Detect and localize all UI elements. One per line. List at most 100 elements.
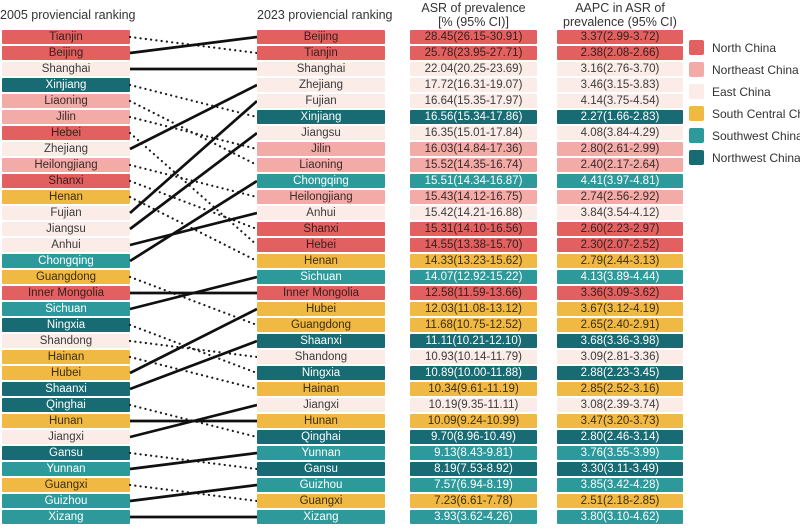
aapc-value-sichuan: 4.13(3.89-4.44) xyxy=(557,270,683,284)
bar-2023-ningxia: Ningxia xyxy=(257,366,385,380)
asr-value-hunan: 10.09(9.24-10.99) xyxy=(410,414,537,428)
asr-value-anhui: 15.42(14.21-16.88) xyxy=(410,206,537,220)
bar-2023-guangdong: Guangdong xyxy=(257,318,385,332)
aapc-value-shanghai: 3.16(2.76-3.70) xyxy=(557,62,683,76)
asr-value-guangdong: 11.68(10.75-12.52) xyxy=(410,318,537,332)
bar-2023-hebei: Hebei xyxy=(257,238,385,252)
bar-2005-henan: Henan xyxy=(2,190,130,204)
bar-2023-shandong: Shandong xyxy=(257,350,385,364)
bar-2005-qinghai: Qinghai xyxy=(2,398,130,412)
connector-heilongjiang xyxy=(128,163,259,199)
bar-2023-henan: Henan xyxy=(257,254,385,268)
aapc-value-guangdong: 2.65(2.40-2.91) xyxy=(557,318,683,332)
aapc-value-xinjiang: 2.27(1.66-2.83) xyxy=(557,110,683,124)
asr-value-heilongjiang: 15.43(14.12-16.75) xyxy=(410,190,537,204)
bar-2023-beijing: Beijing xyxy=(257,30,385,44)
asr-value-hebei: 14.55(13.38-15.70) xyxy=(410,238,537,252)
bar-2005-jiangsu: Jiangsu xyxy=(2,222,130,236)
bar-2023-hainan: Hainan xyxy=(257,382,385,396)
bar-2023-fujian: Fujian xyxy=(257,94,385,108)
asr-value-guangxi: 7.23(6.61-7.78) xyxy=(410,494,537,508)
header-2023-ranking: 2023 proviencial ranking xyxy=(257,8,393,22)
aapc-value-jilin: 2.80(2.61-2.99) xyxy=(557,142,683,156)
bar-2023-shaanxi: Shaanxi xyxy=(257,334,385,348)
aapc-value-gansu: 3.30(3.11-3.49) xyxy=(557,462,683,476)
asr-value-qinghai: 9.70(8.96-10.49) xyxy=(410,430,537,444)
bar-2005-shanxi: Shanxi xyxy=(2,174,130,188)
bar-2023-zhejiang: Zhejiang xyxy=(257,78,385,92)
legend-label-south-central-china: South Central China xyxy=(712,106,800,121)
connector-qinghai xyxy=(128,403,259,439)
aapc-value-chongqing: 4.41(3.97-4.81) xyxy=(557,174,683,188)
bar-2005-hainan: Hainan xyxy=(2,350,130,364)
legend-item-southwest-china: Southwest China xyxy=(689,128,800,143)
bar-2023-chongqing: Chongqing xyxy=(257,174,385,188)
asr-value-zhejiang: 17.72(16.31-19.07) xyxy=(410,78,537,92)
connector-shandong xyxy=(128,339,259,359)
asr-value-shaanxi: 11.11(10.21-12.10) xyxy=(410,334,537,348)
bar-2023-xizang: Xizang xyxy=(257,510,385,524)
asr-value-chongqing: 15.51(14.34-16.87) xyxy=(410,174,537,188)
bar-2023-tianjin: Tianjin xyxy=(257,46,385,60)
bar-2023-jiangxi: Jiangxi xyxy=(257,398,385,412)
aapc-value-heilongjiang: 2.74(2.56-2.92) xyxy=(557,190,683,204)
bar-2005-beijing: Beijing xyxy=(2,46,130,60)
connector-fujian xyxy=(129,99,258,215)
bar-2023-guizhou: Guizhou xyxy=(257,478,385,492)
connector-shanxi xyxy=(128,179,259,231)
bar-2005-ningxia: Ningxia xyxy=(2,318,130,332)
connector-guizhou xyxy=(129,483,258,503)
asr-value-jiangsu: 16.35(15.01-17.84) xyxy=(410,126,537,140)
aapc-value-ningxia: 2.88(2.23-3.45) xyxy=(557,366,683,380)
legend-label-northeast-china: Northeast China xyxy=(712,62,799,77)
aapc-value-guangxi: 2.51(2.18-2.85) xyxy=(557,494,683,508)
asr-value-fujian: 16.64(15.35-17.97) xyxy=(410,94,537,108)
bar-2023-heilongjiang: Heilongjiang xyxy=(257,190,385,204)
aapc-value-hainan: 2.85(2.52-3.16) xyxy=(557,382,683,396)
connector-chongqing xyxy=(129,179,258,263)
bar-2023-hunan: Hunan xyxy=(257,414,385,428)
aapc-value-yunnan: 3.76(3.55-3.99) xyxy=(557,446,683,460)
bar-2005-guangdong: Guangdong xyxy=(2,270,130,284)
bar-2023-jilin: Jilin xyxy=(257,142,385,156)
bar-2023-yunnan: Yunnan xyxy=(257,446,385,460)
aapc-value-shaanxi: 3.68(3.36-3.98) xyxy=(557,334,683,348)
aapc-value-hebei: 2.30(2.07-2.52) xyxy=(557,238,683,252)
bar-2005-chongqing: Chongqing xyxy=(2,254,130,268)
asr-value-jiangxi: 10.19(9.35-11.11) xyxy=(410,398,537,412)
asr-value-jilin: 16.03(14.84-17.36) xyxy=(410,142,537,156)
aapc-value-anhui: 3.84(3.54-4.12) xyxy=(557,206,683,220)
asr-value-tianjin: 25.78(23.95-27.71) xyxy=(410,46,537,60)
asr-value-guizhou: 7.57(6.94-8.19) xyxy=(410,478,537,492)
legend-item-east-china: East China xyxy=(689,84,800,99)
bar-2005-hubei: Hubei xyxy=(2,366,130,380)
asr-value-liaoning: 15.52(14.35-16.74) xyxy=(410,158,537,172)
aapc-value-fujian: 4.14(3.75-4.54) xyxy=(557,94,683,108)
bar-2005-sichuan: Sichuan xyxy=(2,302,130,316)
aapc-value-zhejiang: 3.46(3.15-3.83) xyxy=(557,78,683,92)
legend: North China Northeast China East China Sout… xyxy=(689,40,800,172)
connector-anhui xyxy=(129,211,258,247)
asr-value-henan: 14.33(13.23-15.62) xyxy=(410,254,537,268)
aapc-value-shandong: 3.09(2.81-3.36) xyxy=(557,350,683,364)
connector-shaanxi xyxy=(129,339,258,391)
aapc-value-hunan: 3.47(3.20-3.73) xyxy=(557,414,683,428)
legend-swatch-southwest-china xyxy=(689,128,704,143)
asr-value-beijing: 28.45(26.15-30.91) xyxy=(410,30,537,44)
bar-2023-guangxi: Guangxi xyxy=(257,494,385,508)
asr-value-shandong: 10.93(10.14-11.79) xyxy=(410,350,537,364)
ranking-2023-column: Beijing Tianjin Shanghai Zhejiang Fujian Xinj… xyxy=(257,30,385,526)
header-asr-line2: [% (95% CI)] xyxy=(438,14,509,29)
bar-2005-yunnan: Yunnan xyxy=(2,462,130,476)
bar-2005-hebei: Hebei xyxy=(2,126,130,140)
asr-column: 28.45(26.15-30.91) 25.78(23.95-27.71) 22.0… xyxy=(410,30,537,526)
connector-hebei xyxy=(128,131,259,247)
legend-label-east-china: East China xyxy=(712,84,771,99)
bar-2005-guangxi: Guangxi xyxy=(2,478,130,492)
aapc-value-inner-mongolia: 3.36(3.09-3.62) xyxy=(557,286,683,300)
legend-swatch-south-central-china xyxy=(689,106,704,121)
bar-2023-liaoning: Liaoning xyxy=(257,158,385,172)
bar-2005-shandong: Shandong xyxy=(2,334,130,348)
bar-2023-shanxi: Shanxi xyxy=(257,222,385,236)
aapc-value-hubei: 3.67(3.12-4.19) xyxy=(557,302,683,316)
